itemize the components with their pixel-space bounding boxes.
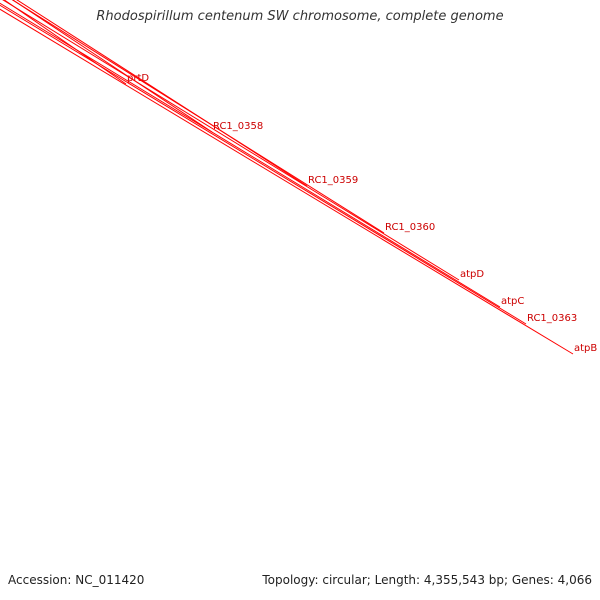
topology-summary: Topology: circular; Length: 4,355,543 bp… xyxy=(262,573,592,587)
gene-label-text: RC1_0363 xyxy=(527,313,577,324)
accession-text: Accession: NC_011420 xyxy=(8,573,145,587)
gene-label-rc1-0363[interactable]: RC1_0363 xyxy=(0,0,577,325)
gene-label-atpb[interactable]: atpB xyxy=(0,0,597,355)
gene-label-text: RC1_0359 xyxy=(308,175,358,186)
gene-label-text: RC1_0360 xyxy=(385,222,435,233)
gene-label-rc1-0360[interactable]: RC1_0360 xyxy=(0,0,435,234)
gene-label-rc1-0358[interactable]: RC1_0358 xyxy=(0,0,263,133)
gene-label-text: RC1_0358 xyxy=(213,121,263,132)
gene-label-text: atpB xyxy=(574,343,597,354)
gene-label-rc1-0359[interactable]: RC1_0359 xyxy=(0,0,358,187)
gene-label-text: atpD xyxy=(460,269,484,280)
gene-label-atpd[interactable]: atpD xyxy=(0,0,484,281)
gene-label-atpc[interactable]: atpC xyxy=(0,0,524,308)
gene-label-text: atpC xyxy=(501,296,524,307)
map-title: Rhodospirillum centenum SW chromosome, c… xyxy=(96,9,504,24)
